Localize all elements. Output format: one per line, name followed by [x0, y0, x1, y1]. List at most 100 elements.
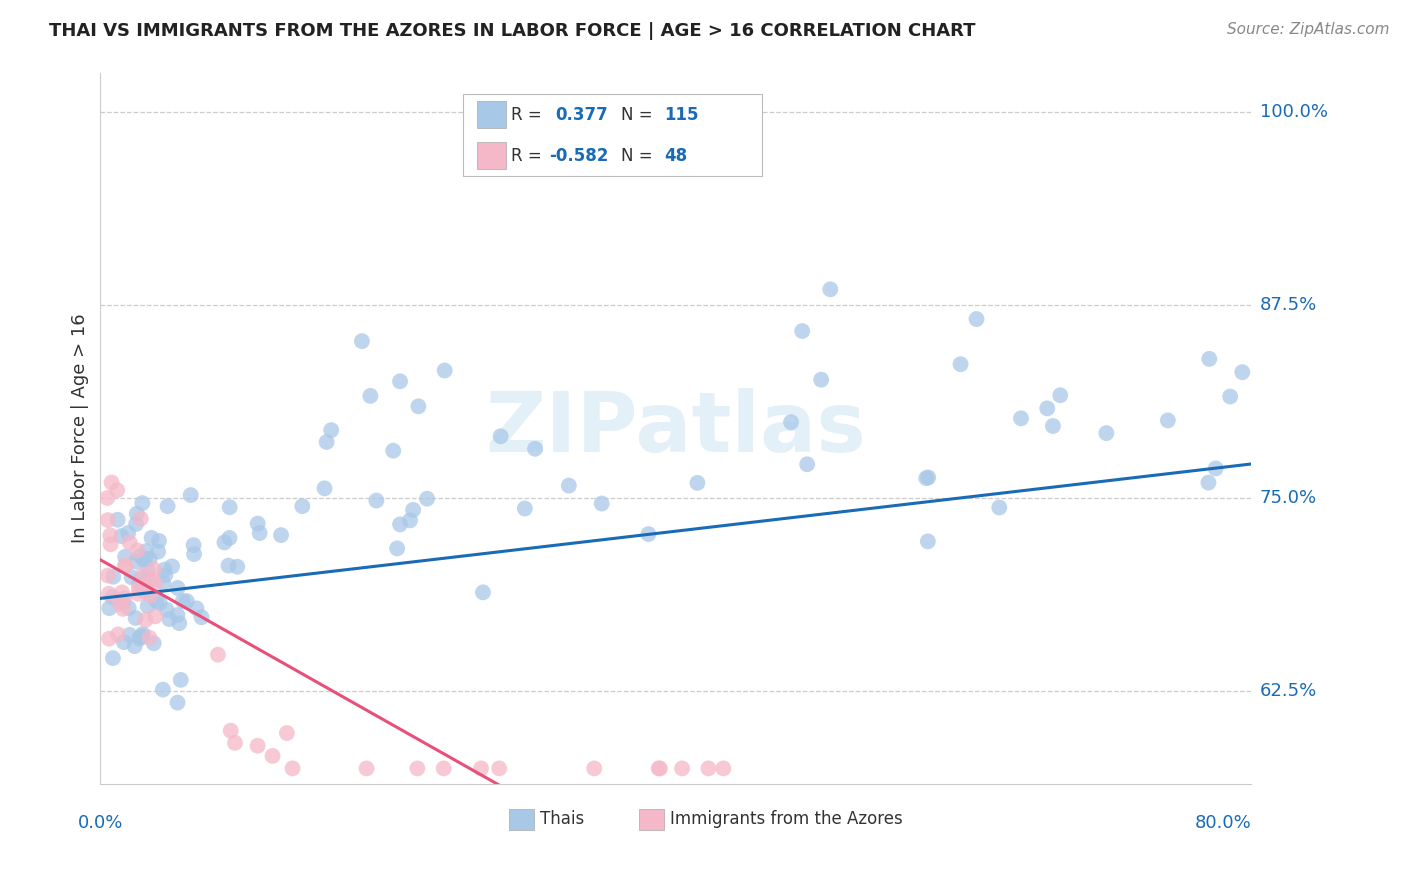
- Point: [291, 499, 314, 513]
- Point: [671, 761, 693, 775]
- Point: [1036, 401, 1059, 416]
- Point: [132, 567, 155, 582]
- Point: [170, 673, 193, 687]
- FancyBboxPatch shape: [477, 142, 506, 169]
- FancyBboxPatch shape: [640, 809, 665, 830]
- Point: [114, 549, 136, 564]
- Point: [121, 570, 143, 584]
- Point: [167, 616, 190, 631]
- Point: [246, 739, 269, 753]
- Point: [591, 496, 613, 510]
- Text: N =: N =: [620, 146, 652, 165]
- Point: [810, 373, 832, 387]
- Point: [100, 475, 122, 490]
- Text: 115: 115: [665, 106, 699, 124]
- Point: [1232, 365, 1254, 379]
- Point: [558, 478, 581, 492]
- Point: [218, 500, 240, 515]
- Point: [127, 587, 149, 601]
- Point: [218, 531, 240, 545]
- Y-axis label: In Labor Force | Age > 16: In Labor Force | Age > 16: [72, 314, 89, 543]
- Point: [152, 576, 174, 591]
- Text: ZIPatlas: ZIPatlas: [485, 388, 866, 469]
- Point: [1219, 390, 1241, 404]
- Point: [406, 761, 429, 775]
- Point: [366, 493, 388, 508]
- Point: [249, 526, 271, 541]
- Point: [148, 533, 170, 548]
- Point: [155, 568, 177, 582]
- Point: [648, 761, 671, 775]
- Point: [917, 534, 939, 549]
- Point: [107, 513, 129, 527]
- Point: [949, 357, 972, 371]
- Point: [136, 564, 159, 578]
- Point: [359, 389, 381, 403]
- Point: [180, 488, 202, 502]
- Point: [176, 594, 198, 608]
- Point: [524, 442, 547, 456]
- Point: [246, 516, 269, 531]
- Point: [488, 761, 510, 775]
- Point: [118, 535, 141, 549]
- Point: [142, 636, 165, 650]
- Point: [134, 551, 156, 566]
- Point: [214, 535, 236, 549]
- Point: [470, 761, 492, 775]
- FancyBboxPatch shape: [509, 809, 534, 830]
- FancyBboxPatch shape: [477, 101, 506, 128]
- Point: [190, 610, 212, 624]
- Point: [433, 363, 456, 377]
- Point: [686, 475, 709, 490]
- Point: [118, 628, 141, 642]
- Point: [114, 558, 136, 573]
- Point: [472, 585, 495, 599]
- Point: [315, 435, 337, 450]
- Point: [135, 583, 157, 598]
- Point: [108, 597, 131, 611]
- Point: [135, 544, 157, 558]
- Point: [138, 573, 160, 587]
- Point: [153, 563, 176, 577]
- Point: [128, 632, 150, 646]
- Point: [110, 529, 132, 543]
- Point: [138, 631, 160, 645]
- Point: [262, 748, 284, 763]
- Point: [117, 526, 139, 541]
- Point: [131, 496, 153, 510]
- Point: [127, 543, 149, 558]
- Point: [125, 555, 148, 569]
- FancyBboxPatch shape: [463, 95, 762, 176]
- Point: [389, 374, 412, 388]
- Point: [132, 627, 155, 641]
- Point: [107, 627, 129, 641]
- Point: [350, 334, 373, 348]
- Point: [1197, 475, 1219, 490]
- Text: 0.377: 0.377: [555, 106, 607, 124]
- Point: [145, 594, 167, 608]
- Point: [125, 507, 148, 521]
- Point: [219, 723, 242, 738]
- Text: 62.5%: 62.5%: [1260, 682, 1317, 700]
- Point: [1157, 413, 1180, 427]
- Point: [780, 415, 803, 429]
- Text: -0.582: -0.582: [550, 146, 609, 165]
- Point: [97, 568, 120, 582]
- Point: [156, 499, 179, 513]
- Point: [114, 591, 136, 606]
- Point: [128, 581, 150, 595]
- Point: [138, 552, 160, 566]
- Point: [382, 443, 405, 458]
- Point: [97, 587, 120, 601]
- Text: R =: R =: [512, 146, 543, 165]
- Point: [637, 527, 659, 541]
- Point: [136, 599, 159, 614]
- Point: [183, 538, 205, 552]
- Point: [224, 736, 246, 750]
- Point: [139, 589, 162, 603]
- Point: [132, 579, 155, 593]
- Point: [112, 635, 135, 649]
- Point: [98, 632, 121, 646]
- Point: [96, 491, 118, 505]
- Point: [156, 603, 179, 617]
